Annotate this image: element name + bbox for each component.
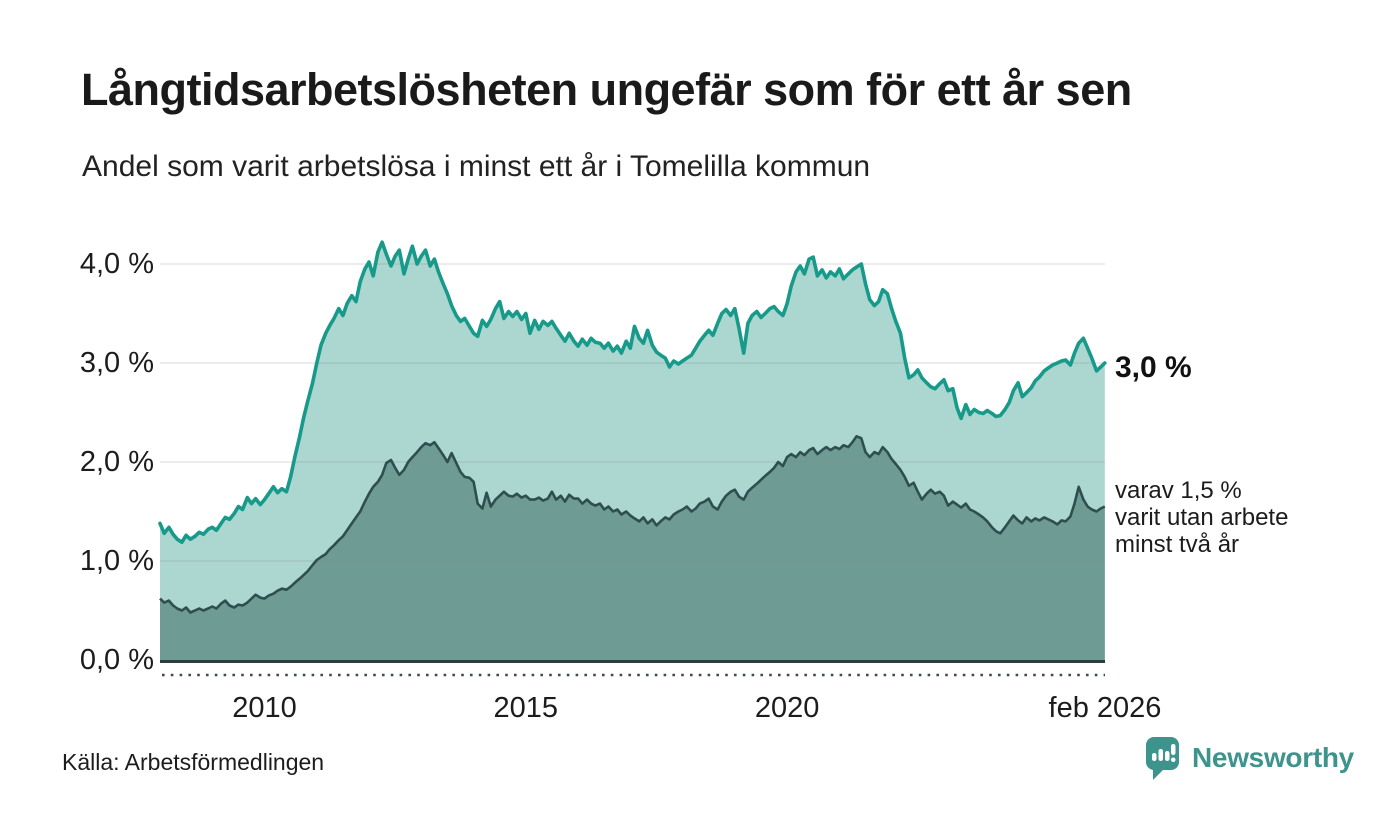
newsworthy-wordmark: Newsworthy bbox=[1192, 742, 1354, 773]
x-axis-label: 2015 bbox=[493, 692, 559, 724]
y-axis-label: 0,0 % bbox=[79, 644, 154, 676]
y-axis-label: 2,0 % bbox=[79, 446, 154, 478]
y-axis-label: 4,0 % bbox=[79, 248, 154, 280]
y-axis-label: 3,0 % bbox=[79, 347, 154, 379]
x-axis-label: 2020 bbox=[754, 692, 820, 724]
annotation-line: minst två år bbox=[1115, 531, 1240, 558]
x-axis-label: 2010 bbox=[232, 692, 297, 724]
line-minst-tva-ar bbox=[159, 435, 1106, 614]
annotation-line: varit utan arbete bbox=[1115, 504, 1289, 531]
line-minst-ett-ar bbox=[158, 240, 1107, 544]
source-note: Källa: Arbetsförmedlingen bbox=[62, 749, 325, 775]
annotation-final-value: 3,0 % bbox=[1115, 351, 1192, 384]
page-subtitle: Andel som varit arbetslösa i minst ett å… bbox=[82, 150, 871, 183]
newsworthy-logo: Newsworthy bbox=[1146, 736, 1354, 786]
area-minst-tva-ar bbox=[160, 436, 1105, 660]
newsworthy-logo-icon bbox=[1146, 737, 1179, 780]
x-axis-label: feb 2026 bbox=[1048, 692, 1162, 724]
y-axis-label: 1,0 % bbox=[79, 545, 154, 577]
annotation-line: varav 1,5 % bbox=[1115, 477, 1242, 504]
page-title: Långtidsarbetslösheten ungefär som för e… bbox=[81, 64, 1132, 115]
annotation-series-label: varav 1,5 % varit utan arbete minst två … bbox=[1115, 477, 1288, 558]
